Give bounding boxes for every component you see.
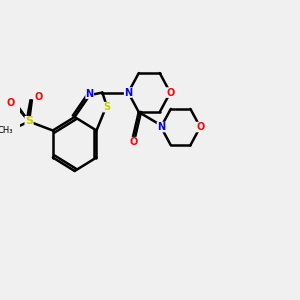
Text: CH₃: CH₃	[0, 126, 13, 135]
Text: N: N	[124, 88, 132, 98]
Text: O: O	[129, 137, 137, 147]
Text: O: O	[35, 92, 43, 103]
Text: S: S	[103, 102, 110, 112]
Text: N: N	[85, 88, 94, 99]
Text: O: O	[196, 122, 204, 132]
Text: S: S	[25, 116, 33, 127]
Text: O: O	[166, 88, 174, 98]
Text: O: O	[7, 98, 15, 109]
Text: N: N	[157, 122, 165, 132]
